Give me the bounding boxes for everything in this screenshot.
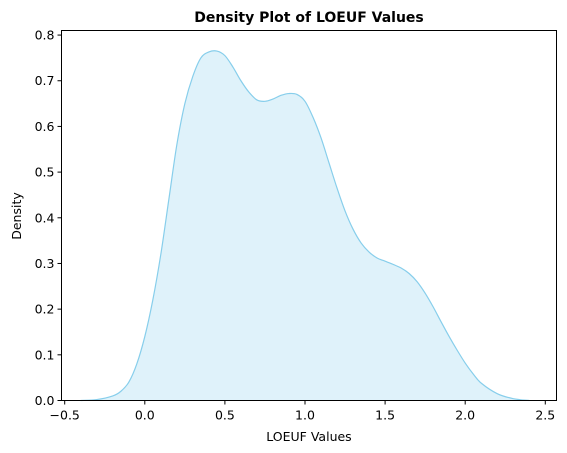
x-axis: −0.5 0.0 0.5 1.0 1.5 2.0 2.5 [50,400,555,423]
plot-area [80,50,530,402]
chart-title: Density Plot of LOEUF Values [194,10,424,26]
density-area [80,50,530,401]
x-tick-label: 2.5 [535,408,555,423]
y-tick-label: 0.0 [35,393,55,408]
x-axis-label: LOEUF Values [266,429,351,444]
y-axis: 0.0 0.1 0.2 0.3 0.4 0.5 0.6 0.7 0.8 [35,28,62,408]
y-axis-label: Density [9,192,24,240]
y-tick-label: 0.8 [35,28,55,43]
x-tick-label: 1.5 [375,408,395,423]
y-tick-label: 0.7 [35,73,55,88]
density-line [80,50,530,402]
y-tick-label: 0.1 [35,347,55,362]
y-tick-label: 0.5 [35,165,55,180]
y-tick-label: 0.2 [35,302,55,317]
y-tick-label: 0.6 [35,119,55,134]
y-tick-label: 0.4 [35,210,55,225]
x-tick-label: 0.0 [135,408,155,423]
x-tick-label: −0.5 [50,408,80,423]
plot-frame [61,30,557,401]
y-tick-label: 0.3 [35,256,55,271]
x-tick-label: 0.5 [215,408,235,423]
x-tick-label: 1.0 [295,408,315,423]
x-tick-label: 2.0 [455,408,475,423]
